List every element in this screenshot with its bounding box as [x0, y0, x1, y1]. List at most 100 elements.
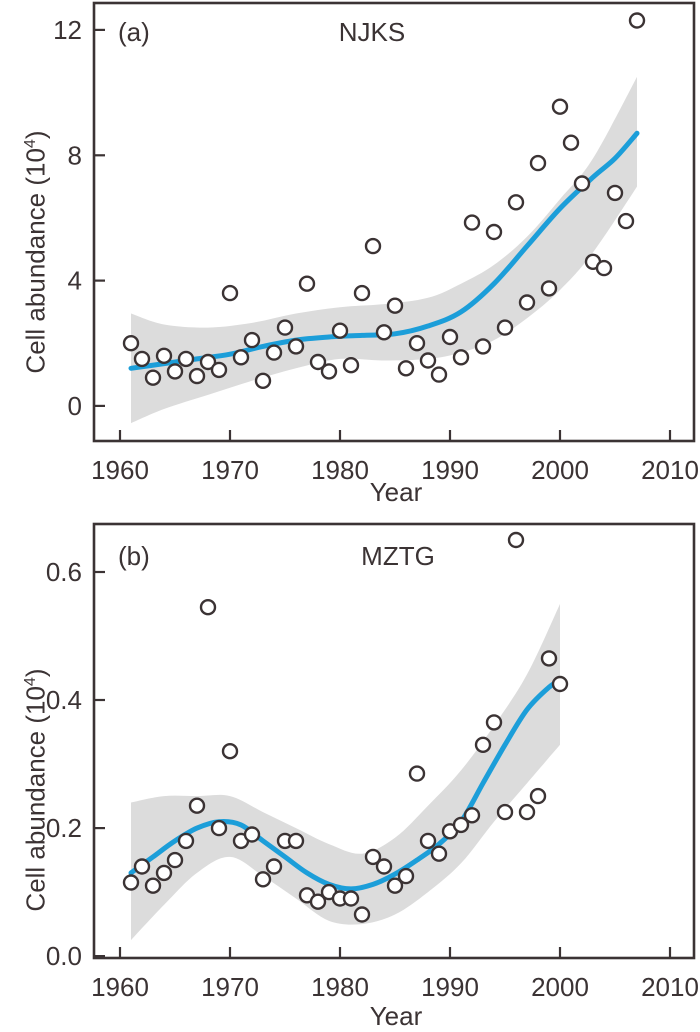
data-point: [375, 324, 393, 341]
x-tick-label: 2010: [641, 972, 699, 1002]
y-title-text: Cell abundance (10: [20, 686, 51, 912]
data-point: [474, 736, 492, 753]
data-point: [529, 154, 547, 172]
data-point: [430, 845, 448, 862]
x-tick-label: 1980: [311, 972, 369, 1002]
x-tick-label: 2010: [641, 455, 699, 485]
data-point: [562, 134, 580, 151]
data-point: [452, 349, 470, 366]
data-point: [155, 347, 173, 364]
y-tick-label: 0.0: [46, 941, 82, 971]
x-tick-label: 1960: [91, 455, 149, 485]
data-point: [375, 858, 393, 875]
data-point: [309, 893, 327, 910]
y-tick-label: 8: [68, 140, 82, 170]
data-point: [221, 743, 239, 760]
data-point: [496, 803, 514, 821]
y-tick-label: 0.6: [46, 557, 82, 587]
data-point: [188, 367, 206, 385]
data-point: [386, 877, 404, 894]
data-point: [441, 328, 459, 346]
y-axis-title-b: Cell abundance (104): [14, 590, 51, 990]
data-point: [188, 797, 206, 814]
data-point: [265, 344, 283, 361]
x-tick-label: 1970: [201, 455, 259, 485]
data-point: [573, 175, 591, 192]
data-point: [265, 858, 283, 875]
data-point: [144, 877, 162, 894]
data-point: [408, 765, 426, 782]
data-point: [342, 357, 360, 374]
data-point: [320, 363, 338, 380]
data-point: [628, 12, 646, 29]
data-point: [287, 338, 305, 355]
data-point: [144, 369, 162, 386]
data-point: [309, 353, 327, 371]
x-tick-label: 1970: [201, 972, 259, 1002]
data-point: [177, 350, 195, 368]
data-point: [353, 906, 371, 923]
data-point: [342, 890, 360, 907]
data-point: [540, 280, 558, 297]
data-point: [199, 353, 217, 371]
data-point: [386, 297, 404, 314]
data-point: [210, 361, 228, 379]
data-point: [606, 184, 624, 202]
data-point: [210, 819, 228, 837]
confidence-band: [131, 604, 560, 941]
y-title-exponent: 4: [21, 139, 39, 149]
y-axis-title-a: Cell abundance (104): [14, 52, 51, 452]
data-point: [452, 816, 470, 834]
data-point: [276, 319, 294, 336]
x-tick-label: 1960: [91, 972, 149, 1002]
plot-frame: [92, 1, 696, 443]
x-tick-label: 1990: [421, 455, 479, 485]
data-point: [485, 223, 503, 241]
data-point: [122, 335, 140, 352]
data-point: [617, 212, 635, 230]
data-point: [408, 335, 426, 352]
data-point: [353, 284, 371, 302]
x-tick-label: 2000: [531, 972, 589, 1002]
chart-panel-a: 1960 1970 1980 1990 2000 2010 0 4 8 12: [53, 1, 699, 485]
data-point: [463, 214, 481, 231]
data-point: [419, 832, 437, 850]
y-tick-label: 4: [68, 266, 82, 296]
data-point: [419, 352, 437, 369]
x-tick-label: 1980: [311, 455, 369, 485]
x-tick-label: 2000: [531, 455, 589, 485]
x-axis-title-a: Year: [369, 477, 423, 507]
data-point: [507, 194, 525, 211]
trend-line: [128, 130, 640, 371]
data-point: [595, 259, 613, 277]
plot-frame: [92, 522, 696, 960]
data-point: [529, 787, 547, 805]
data-point: [221, 284, 239, 302]
data-point: [254, 871, 272, 888]
y-title-exponent: 4: [21, 677, 39, 687]
y-tick-label: 0.2: [46, 813, 82, 843]
data-point: [122, 874, 140, 891]
chart-panel-b: 1960 1970 1980 1990 2000 2010 0.0 0.2 0.4 0.6: [46, 522, 699, 1002]
y-tick-label: 0.4: [46, 685, 82, 715]
x-tick-label: 1990: [421, 972, 479, 1002]
data-point: [496, 319, 514, 336]
y-tick-label: 12: [53, 15, 82, 45]
data-point: [518, 803, 536, 821]
data-point: [232, 349, 250, 366]
data-point: [364, 237, 382, 255]
data-point: [463, 807, 481, 824]
data-point: [507, 531, 525, 549]
data-point: [287, 832, 305, 850]
data-point: [243, 826, 261, 843]
confidence-band: [131, 76, 637, 424]
x-axis-title-b: Year: [369, 1001, 423, 1031]
data-point: [540, 650, 558, 667]
data-point: [166, 363, 184, 380]
data-point: [254, 372, 272, 389]
data-point: [155, 864, 173, 882]
panel-b-label: (b): [118, 541, 150, 571]
trend-line: [128, 678, 563, 892]
